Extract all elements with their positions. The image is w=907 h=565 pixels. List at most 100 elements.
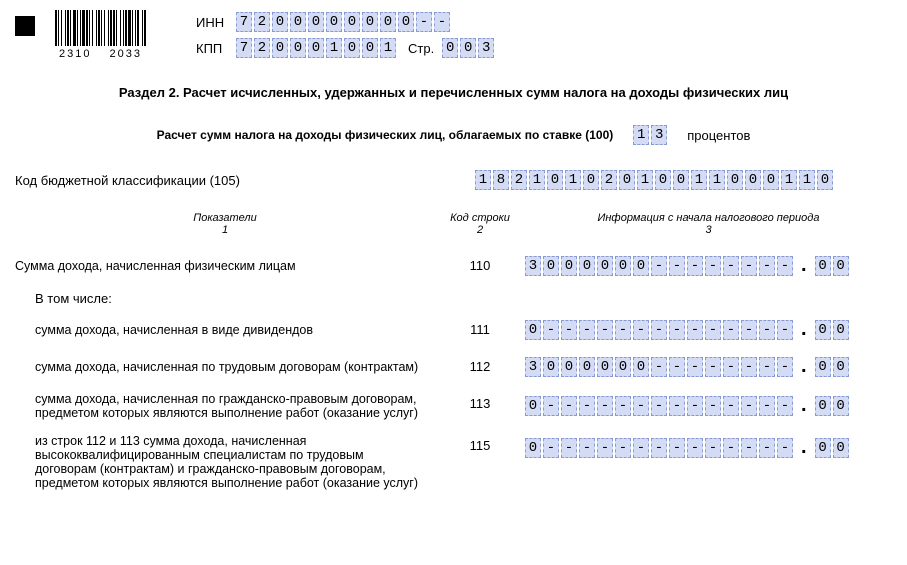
form-cell: -: [723, 357, 739, 377]
form-cell: 0: [815, 256, 831, 276]
row-label: из строк 112 и 113 сумма дохода, начисле…: [15, 434, 435, 490]
inn-cells: 7200000000--: [236, 12, 450, 32]
row-value: 0--------------.00: [525, 318, 892, 341]
inn-line: ИНН 7200000000--: [196, 12, 494, 32]
form-cell: 7: [236, 38, 252, 58]
form-cell: 0: [633, 357, 649, 377]
form-cell: 0: [619, 170, 635, 190]
form-cell: 1: [529, 170, 545, 190]
row-label: сумма дохода, начисленная по трудовым до…: [15, 360, 435, 374]
form-cell: 0: [543, 357, 559, 377]
form-cell: -: [759, 256, 775, 276]
kbk-label: Код бюджетной классификации (105): [15, 173, 455, 188]
form-cell: 2: [601, 170, 617, 190]
row-label: сумма дохода, начисленная в виде дивиден…: [15, 323, 435, 337]
frac-cells: 00: [815, 438, 849, 458]
form-cell: 0: [543, 256, 559, 276]
frac-cells: 00: [815, 357, 849, 377]
form-cell: 0: [344, 12, 360, 32]
rate-cells: 13: [633, 125, 667, 145]
form-cell: -: [777, 256, 793, 276]
form-cell: -: [741, 320, 757, 340]
form-cell: -: [615, 438, 631, 458]
form-cell: -: [633, 438, 649, 458]
form-cell: 0: [833, 256, 849, 276]
row-code: 110: [435, 258, 525, 273]
form-cell: 2: [254, 38, 270, 58]
barcode-num-1: 2310: [59, 48, 91, 60]
form-cell: 0: [344, 38, 360, 58]
form-cell: 0: [763, 170, 779, 190]
form-cell: 1: [709, 170, 725, 190]
data-row: сумма дохода, начисленная в виде дивиден…: [15, 318, 892, 341]
form-cell: 0: [308, 38, 324, 58]
inn-kpp-block: ИНН 7200000000-- КПП 720001001 Стр. 003: [196, 12, 494, 58]
form-cell: 0: [308, 12, 324, 32]
form-cell: 0: [745, 170, 761, 190]
form-cell: -: [741, 438, 757, 458]
col-header-1: Показатели 1: [15, 212, 435, 236]
column-headers: Показатели 1 Код строки 2 Информация с н…: [15, 212, 892, 236]
form-cell: -: [579, 438, 595, 458]
form-cell: -: [651, 357, 667, 377]
form-cell: -: [615, 396, 631, 416]
form-cell: 0: [815, 320, 831, 340]
form-cell: 0: [815, 396, 831, 416]
form-cell: -: [741, 357, 757, 377]
page-cells: 003: [442, 38, 494, 58]
form-cell: 1: [691, 170, 707, 190]
form-cell: -: [687, 256, 703, 276]
form-cell: -: [579, 396, 595, 416]
form-cell: 0: [442, 38, 458, 58]
form-cell: -: [687, 320, 703, 340]
form-cell: 0: [362, 12, 378, 32]
form-cell: 0: [815, 357, 831, 377]
form-cell: 0: [727, 170, 743, 190]
row-code: 112: [435, 359, 525, 374]
section-title: Раздел 2. Расчет исчисленных, удержанных…: [15, 85, 892, 100]
form-cell: -: [579, 320, 595, 340]
row-label: сумма дохода, начисленная по гражданско-…: [15, 392, 435, 420]
form-cell: 0: [597, 357, 613, 377]
form-cell: 0: [833, 357, 849, 377]
data-row: Сумма дохода, начисленная физическим лиц…: [15, 254, 892, 277]
form-cell: -: [687, 396, 703, 416]
form-cell: -: [543, 438, 559, 458]
decimal-dot-icon: .: [801, 254, 807, 277]
form-cell: -: [561, 396, 577, 416]
form-cell: 8: [493, 170, 509, 190]
barcode-numbers: 2310 2033: [59, 48, 142, 60]
form-cell: 0: [561, 256, 577, 276]
form-cell: 0: [615, 357, 631, 377]
form-cell: -: [723, 396, 739, 416]
form-cell: 0: [833, 438, 849, 458]
form-cell: -: [723, 256, 739, 276]
form-cell: -: [705, 396, 721, 416]
form-cell: 0: [547, 170, 563, 190]
form-cell: 0: [525, 438, 541, 458]
form-cell: -: [705, 357, 721, 377]
form-cell: 0: [525, 320, 541, 340]
data-row: из строк 112 и 113 сумма дохода, начисле…: [15, 434, 892, 490]
form-cell: -: [597, 396, 613, 416]
form-cell: 1: [380, 38, 396, 58]
inn-label: ИНН: [196, 15, 228, 30]
form-cell: 0: [583, 170, 599, 190]
form-cell: 3: [651, 125, 667, 145]
form-cell: 2: [254, 12, 270, 32]
decimal-dot-icon: .: [801, 355, 807, 378]
kpp-cells: 720001001: [236, 38, 396, 58]
form-cell: -: [687, 438, 703, 458]
form-cell: 0: [561, 357, 577, 377]
form-cell: 0: [290, 38, 306, 58]
form-cell: -: [669, 256, 685, 276]
form-cell: -: [597, 320, 613, 340]
form-cell: 1: [799, 170, 815, 190]
kpp-label: КПП: [196, 41, 228, 56]
form-cell: 0: [579, 357, 595, 377]
form-cell: 0: [615, 256, 631, 276]
rows-container: Сумма дохода, начисленная физическим лиц…: [15, 254, 892, 490]
frac-cells: 00: [815, 396, 849, 416]
kpp-line: КПП 720001001 Стр. 003: [196, 38, 494, 58]
decimal-dot-icon: .: [801, 394, 807, 417]
